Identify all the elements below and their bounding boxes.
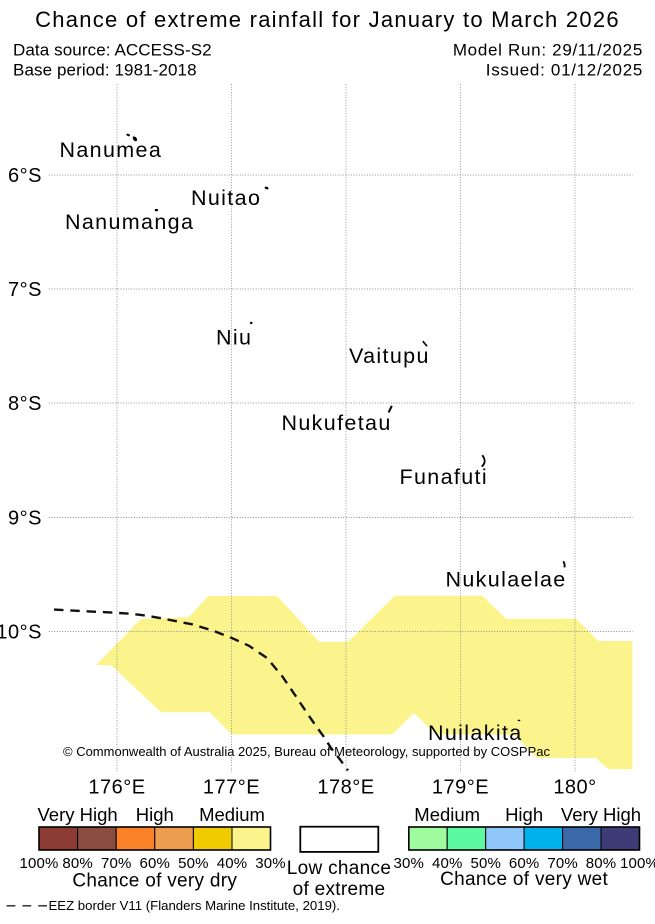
svg-text:Base period: 1981-2018: Base period: 1981-2018: [13, 60, 197, 79]
svg-text:40%: 40%: [217, 855, 247, 872]
svg-text:8°S: 8°S: [8, 393, 42, 415]
svg-text:Very High: Very High: [561, 804, 641, 825]
svg-text:Nanumea: Nanumea: [60, 138, 163, 162]
svg-text:Nuilakita: Nuilakita: [428, 721, 523, 745]
svg-text:80%: 80%: [586, 855, 616, 872]
svg-text:180°: 180°: [553, 777, 596, 799]
svg-text:177°E: 177°E: [203, 777, 260, 799]
svg-text:Nukufetau: Nukufetau: [282, 411, 392, 435]
svg-text:Medium: Medium: [199, 804, 265, 825]
svg-text:6°S: 6°S: [8, 165, 42, 187]
svg-text:of extreme: of extreme: [293, 879, 386, 900]
svg-text:© Commonwealth of Australia 20: © Commonwealth of Australia 2025, Bureau…: [63, 744, 550, 759]
svg-text:Chance of very wet: Chance of very wet: [440, 869, 608, 890]
svg-text:179°E: 179°E: [432, 777, 489, 799]
svg-text:Very High: Very High: [37, 804, 117, 825]
svg-text:100%: 100%: [20, 855, 59, 872]
svg-text:80%: 80%: [62, 855, 92, 872]
svg-text:Medium: Medium: [414, 804, 480, 825]
svg-text:10°S: 10°S: [0, 622, 42, 644]
svg-text:178°E: 178°E: [317, 777, 374, 799]
svg-text:Chance of extreme rainfall for: Chance of extreme rainfall for January t…: [35, 7, 620, 32]
svg-text:100%: 100%: [620, 855, 655, 872]
svg-text:Chance of very dry: Chance of very dry: [72, 871, 237, 892]
svg-text:EEZ border V11 (Flanders Marin: EEZ border V11 (Flanders Marine Institut…: [49, 898, 340, 913]
svg-text:Data source: ACCESS-S2: Data source: ACCESS-S2: [13, 40, 212, 59]
svg-text:High: High: [136, 804, 174, 825]
svg-text:40%: 40%: [432, 855, 462, 872]
svg-text:60%: 60%: [140, 855, 170, 872]
svg-text:9°S: 9°S: [8, 508, 42, 530]
svg-text:7°S: 7°S: [8, 279, 42, 301]
svg-text:Nuitao: Nuitao: [191, 186, 261, 210]
svg-text:High: High: [505, 804, 543, 825]
svg-text:Nanumanga: Nanumanga: [65, 210, 194, 234]
svg-text:Funafuti: Funafuti: [400, 465, 489, 489]
svg-text:50%: 50%: [178, 855, 208, 872]
svg-text:Niu: Niu: [216, 326, 252, 350]
svg-text:60%: 60%: [509, 855, 539, 872]
svg-text:50%: 50%: [470, 855, 500, 872]
svg-text:Vaitupu: Vaitupu: [349, 344, 430, 368]
svg-text:30%: 30%: [394, 855, 424, 872]
svg-text:Issued: 01/12/2025: Issued: 01/12/2025: [486, 60, 643, 79]
svg-text:Model Run: 29/11/2025: Model Run: 29/11/2025: [453, 40, 643, 59]
svg-text:70%: 70%: [101, 855, 131, 872]
svg-text:30%: 30%: [255, 855, 285, 872]
svg-text:176°E: 176°E: [88, 777, 145, 799]
svg-text:Nukulaelae: Nukulaelae: [446, 568, 567, 592]
svg-text:70%: 70%: [547, 855, 577, 872]
svg-text:Low chance: Low chance: [287, 858, 391, 879]
